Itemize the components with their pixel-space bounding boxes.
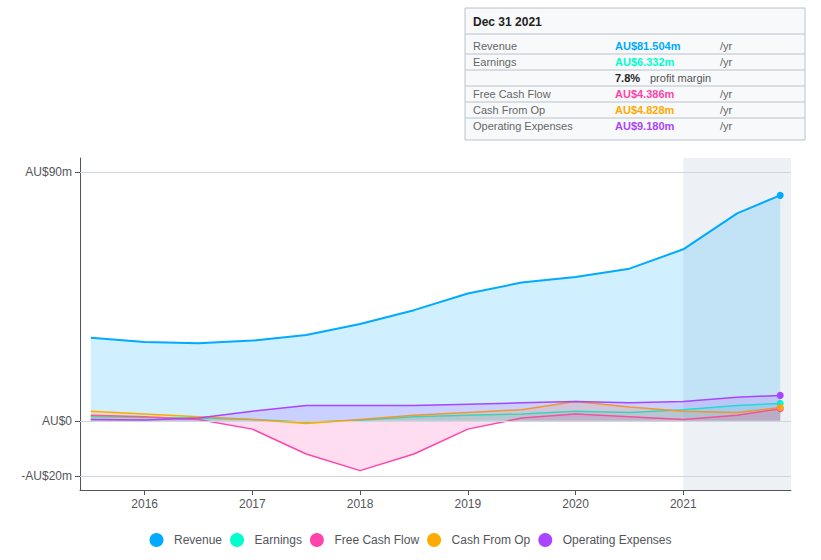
svg-text:-AU$20m: -AU$20m — [21, 469, 72, 483]
svg-text:/yr: /yr — [720, 120, 733, 132]
svg-text:AU$0: AU$0 — [42, 414, 72, 428]
svg-text:AU$4.386m: AU$4.386m — [615, 88, 675, 100]
svg-text:Dec 31 2021: Dec 31 2021 — [473, 15, 542, 29]
svg-text:Cash From Op: Cash From Op — [452, 533, 531, 547]
svg-text:AU$9.180m: AU$9.180m — [615, 120, 675, 132]
svg-text:/yr: /yr — [720, 40, 733, 52]
svg-text:Earnings: Earnings — [255, 533, 302, 547]
svg-text:/yr: /yr — [720, 104, 733, 116]
svg-text:AU$90m: AU$90m — [25, 165, 72, 179]
svg-text:2017: 2017 — [239, 497, 266, 511]
svg-text:Revenue: Revenue — [473, 40, 517, 52]
svg-text:Free Cash Flow: Free Cash Flow — [334, 533, 419, 547]
svg-text:/yr: /yr — [720, 56, 733, 68]
svg-text:2019: 2019 — [454, 497, 481, 511]
svg-text:Revenue: Revenue — [174, 533, 222, 547]
svg-text:2018: 2018 — [347, 497, 374, 511]
svg-text:Operating Expenses: Operating Expenses — [563, 533, 672, 547]
svg-text:AU$81.504m: AU$81.504m — [615, 40, 681, 52]
svg-text:AU$6.332m: AU$6.332m — [615, 56, 675, 68]
svg-text:7.8%: 7.8% — [615, 72, 640, 84]
svg-text:2021: 2021 — [670, 497, 697, 511]
svg-text:/yr: /yr — [720, 88, 733, 100]
svg-text:2020: 2020 — [562, 497, 589, 511]
svg-text:Free Cash Flow: Free Cash Flow — [473, 88, 551, 100]
svg-text:2016: 2016 — [131, 497, 158, 511]
svg-text:Cash From Op: Cash From Op — [473, 104, 545, 116]
svg-text:Operating Expenses: Operating Expenses — [473, 120, 573, 132]
svg-text:profit margin: profit margin — [650, 72, 711, 84]
svg-text:AU$4.828m: AU$4.828m — [615, 104, 675, 116]
svg-text:Earnings: Earnings — [473, 56, 517, 68]
